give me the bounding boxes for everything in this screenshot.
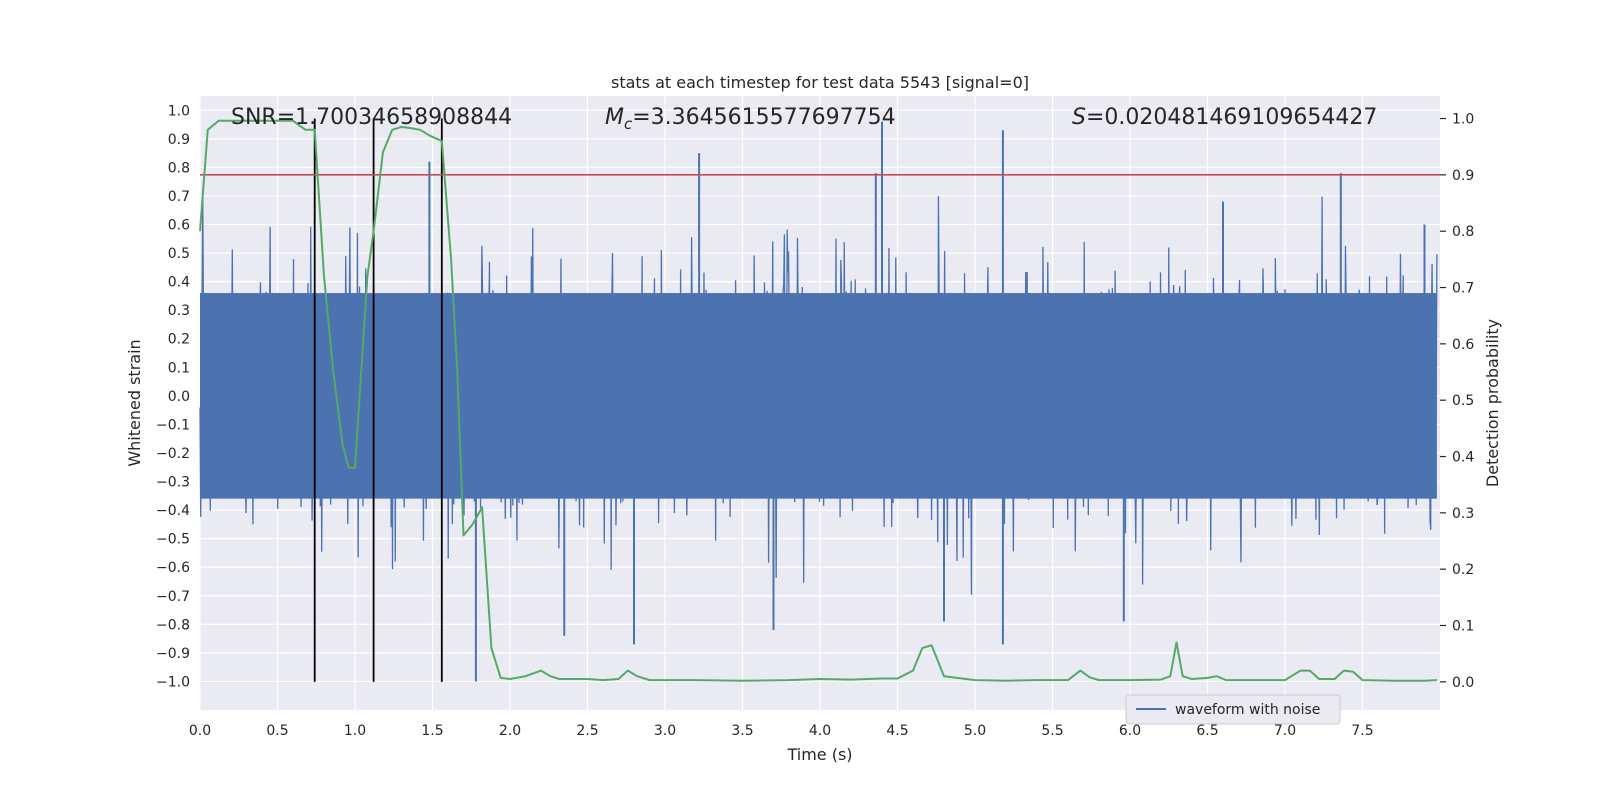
y2-tick-label: 0.8 [1452, 224, 1474, 240]
y-tick-label: −0.9 [156, 646, 190, 662]
y-tick-label: 0.1 [168, 360, 190, 376]
x-tick-label: 1.5 [421, 723, 443, 739]
mc-subscript: c [624, 115, 633, 133]
x-tick-label: 7.5 [1351, 723, 1373, 739]
y-tick-label: −0.8 [156, 617, 190, 633]
chart-title: stats at each timestep for test data 554… [611, 73, 1029, 92]
s-symbol: S [1072, 105, 1086, 130]
y-axis-label: Whitened strain [125, 339, 144, 466]
y-tick-label: −1.0 [156, 674, 190, 690]
x-tick-label: 4.0 [809, 723, 831, 739]
y-tick-label: 0.2 [168, 332, 190, 348]
y-tick-label: −0.5 [156, 532, 190, 548]
vertical-markers [313, 118, 443, 682]
x-tick-label: 7.0 [1274, 723, 1296, 739]
legend-box [1125, 694, 1341, 725]
y2-tick-label: 0.5 [1452, 393, 1474, 409]
x-tick-label: 3.5 [731, 723, 753, 739]
y-tick-label: 0.4 [168, 275, 190, 291]
y2-tick-label: 0.2 [1452, 562, 1474, 578]
x-tick-label: 0.0 [189, 723, 211, 739]
mc-value: =3.3645615577697754 [632, 105, 895, 130]
y2-tick-label: 0.7 [1452, 281, 1474, 297]
legend-label: waveform with noise [1175, 702, 1320, 718]
y2-tick-labels: 1.0 0.9 0.8 0.7 0.6 0.5 0.4 0.3 0.2 0.1 0.0 [1440, 112, 1474, 691]
y-tick-label: −0.6 [156, 560, 190, 576]
s-value: =0.020481469109654427 [1086, 105, 1377, 130]
y-tick-label: 0.7 [168, 189, 190, 205]
mc-symbol: M [605, 105, 624, 130]
y-tick-label: 0.0 [168, 389, 190, 405]
x-tick-label: 5.0 [964, 723, 986, 739]
x-tick-label: 5.5 [1041, 723, 1063, 739]
y-tick-labels: 1.0 0.9 0.8 0.7 0.6 0.5 0.4 0.3 0.2 0.1 0.0 −0.1 −0.… [156, 103, 190, 690]
y2-tick-label: 0.6 [1452, 337, 1474, 353]
x-tick-label: 6.5 [1196, 723, 1218, 739]
waveform-series [199, 121, 1438, 682]
probability-line [199, 119, 1437, 682]
y-tick-label: −0.3 [156, 475, 190, 491]
x-tick-label: 6.0 [1119, 723, 1141, 739]
y2-tick-label: 0.9 [1452, 168, 1474, 184]
y-tick-label: 0.8 [168, 160, 190, 176]
y2-axis-label: Detection probability [1483, 319, 1502, 487]
y2-tick-label: 1.0 [1452, 112, 1474, 128]
y2-tick-label: 0.1 [1452, 619, 1474, 635]
x-axis-label: Time (s) [786, 745, 852, 764]
y-tick-label: −0.2 [156, 446, 190, 462]
x-tick-label: 2.5 [576, 723, 598, 739]
probability-series [199, 119, 1437, 682]
y2-tick-label: 0.3 [1452, 506, 1474, 522]
waveform-core-band [200, 293, 1437, 499]
legend: waveform with noise [1125, 694, 1341, 725]
x-tick-label: 2.0 [499, 723, 521, 739]
x-tick-label: 1.0 [344, 723, 366, 739]
x-tick-label: 0.5 [266, 723, 288, 739]
spin-annotation: S=0.020481469109654427 [1072, 105, 1377, 130]
y-tick-label: 0.9 [168, 132, 190, 148]
y-tick-label: −0.7 [156, 589, 190, 605]
y-tick-label: 0.3 [168, 303, 190, 319]
y-tick-label: −0.1 [156, 417, 190, 433]
y-tick-label: 0.6 [168, 218, 190, 234]
snr-annotation: SNR=1.70034658908844 [231, 105, 512, 130]
x-tick-label: 3.0 [654, 723, 676, 739]
y-tick-label: −0.4 [156, 503, 190, 519]
x-tick-labels: 0.0 0.5 1.0 1.5 2.0 2.5 3.0 3.5 4.0 4.5 5.0 5.5 6.0 6… [189, 723, 1374, 739]
y2-tick-label: 0.4 [1452, 450, 1474, 466]
chirp-mass-annotation: Mc=3.3645615577697754 [605, 105, 896, 133]
x-tick-label: 4.5 [886, 723, 908, 739]
y2-tick-label: 0.0 [1452, 675, 1474, 691]
y-tick-label: 1.0 [168, 103, 190, 119]
y-tick-label: 0.5 [168, 246, 190, 262]
